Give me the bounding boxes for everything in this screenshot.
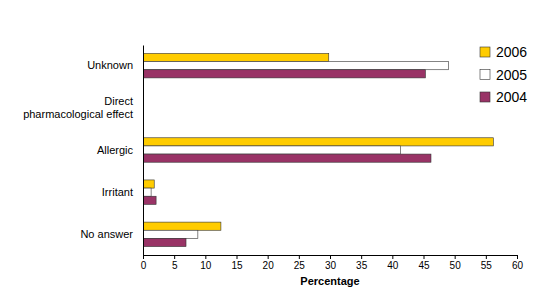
legend-item: 2006 bbox=[480, 44, 527, 60]
bar bbox=[143, 138, 493, 146]
legend-swatch bbox=[480, 70, 490, 80]
y-tick-label: Allergic bbox=[97, 144, 134, 156]
x-tick: 50 bbox=[450, 255, 462, 271]
legend-label: 2004 bbox=[496, 89, 527, 105]
x-tick-label: 40 bbox=[387, 260, 399, 271]
x-tick: 0 bbox=[141, 255, 147, 271]
x-tick: 10 bbox=[200, 255, 212, 271]
bars bbox=[143, 53, 493, 246]
x-tick-mark bbox=[392, 255, 393, 259]
x-tick: 55 bbox=[481, 255, 493, 271]
x-tick: 15 bbox=[231, 255, 243, 271]
bar bbox=[143, 222, 221, 230]
x-tick-mark bbox=[205, 255, 206, 259]
x-tick-label: 60 bbox=[512, 260, 524, 271]
legend-label: 2005 bbox=[496, 67, 527, 83]
x-tick-mark bbox=[455, 255, 456, 259]
x-tick-label: 35 bbox=[356, 260, 368, 271]
bar bbox=[143, 146, 400, 154]
x-tick-label: 15 bbox=[231, 260, 243, 271]
x-tick-mark bbox=[299, 255, 300, 259]
bar bbox=[143, 180, 154, 188]
x-tick-mark bbox=[517, 255, 518, 259]
y-tick: Directpharmacological effect bbox=[23, 95, 143, 120]
x-tick: 20 bbox=[263, 255, 275, 271]
y-tick-label: No answer bbox=[80, 228, 133, 240]
series-bars bbox=[143, 53, 493, 230]
chart: 0 5 10 15 20 25 30 35 40 45 50 55 60 Unknown Directpha… bbox=[0, 0, 558, 297]
x-tick: 30 bbox=[325, 255, 337, 271]
x-tick-label: 0 bbox=[141, 260, 147, 271]
x-tick-mark bbox=[330, 255, 331, 259]
x-axis-title: Percentage bbox=[300, 275, 359, 287]
bar bbox=[143, 62, 448, 70]
x-tick-label: 10 bbox=[200, 260, 212, 271]
y-tick: Allergic bbox=[97, 144, 143, 156]
bar bbox=[143, 70, 425, 78]
x-axis-line bbox=[144, 256, 518, 260]
x-tick-mark bbox=[361, 255, 362, 259]
x-tick-mark bbox=[143, 255, 144, 259]
x-tick: 35 bbox=[356, 255, 368, 271]
legend-item: 2004 bbox=[480, 89, 527, 105]
bar bbox=[143, 154, 431, 162]
bar bbox=[143, 230, 198, 238]
x-tick: 40 bbox=[387, 255, 399, 271]
x-axis: 0 5 10 15 20 25 30 35 40 45 50 55 60 bbox=[141, 255, 524, 271]
x-tick-label: 5 bbox=[172, 260, 178, 271]
y-axis-line bbox=[143, 46, 144, 256]
bar bbox=[143, 188, 151, 196]
legend-item: 2005 bbox=[480, 67, 527, 83]
series-bars bbox=[143, 70, 431, 247]
legend: 2006 2005 2004 bbox=[480, 44, 527, 105]
y-tick: No answer bbox=[80, 228, 143, 240]
x-tick: 60 bbox=[512, 255, 524, 271]
legend-swatch bbox=[480, 47, 490, 57]
series-bars bbox=[143, 62, 448, 239]
x-tick: 45 bbox=[418, 255, 430, 271]
x-tick: 25 bbox=[294, 255, 306, 271]
y-tick-label: Irritant bbox=[102, 186, 133, 198]
x-tick-label: 50 bbox=[450, 260, 462, 271]
y-tick: Irritant bbox=[102, 186, 143, 198]
x-tick-mark bbox=[237, 255, 238, 259]
plot: 0 5 10 15 20 25 30 35 40 45 50 55 60 Unknown Directpha… bbox=[23, 46, 523, 272]
x-tick-mark bbox=[486, 255, 487, 259]
x-tick: 5 bbox=[172, 255, 178, 271]
legend-swatch bbox=[480, 92, 490, 102]
x-tick-mark bbox=[268, 255, 269, 259]
legend-label: 2006 bbox=[496, 44, 527, 60]
x-tick-mark bbox=[424, 255, 425, 259]
bar bbox=[143, 238, 186, 246]
x-tick-label: 25 bbox=[294, 260, 306, 271]
y-tick: Unknown bbox=[87, 59, 143, 71]
bar bbox=[143, 196, 156, 204]
y-tick-label: Unknown bbox=[87, 59, 133, 71]
x-tick-label: 55 bbox=[481, 260, 493, 271]
x-tick-label: 45 bbox=[418, 260, 430, 271]
y-axis: Unknown Directpharmacological effect Aller… bbox=[23, 46, 143, 256]
x-tick-mark bbox=[174, 255, 175, 259]
x-tick-label: 30 bbox=[325, 260, 337, 271]
bar bbox=[143, 53, 329, 61]
y-tick-label: Directpharmacological effect bbox=[23, 95, 133, 120]
x-tick-label: 20 bbox=[263, 260, 275, 271]
